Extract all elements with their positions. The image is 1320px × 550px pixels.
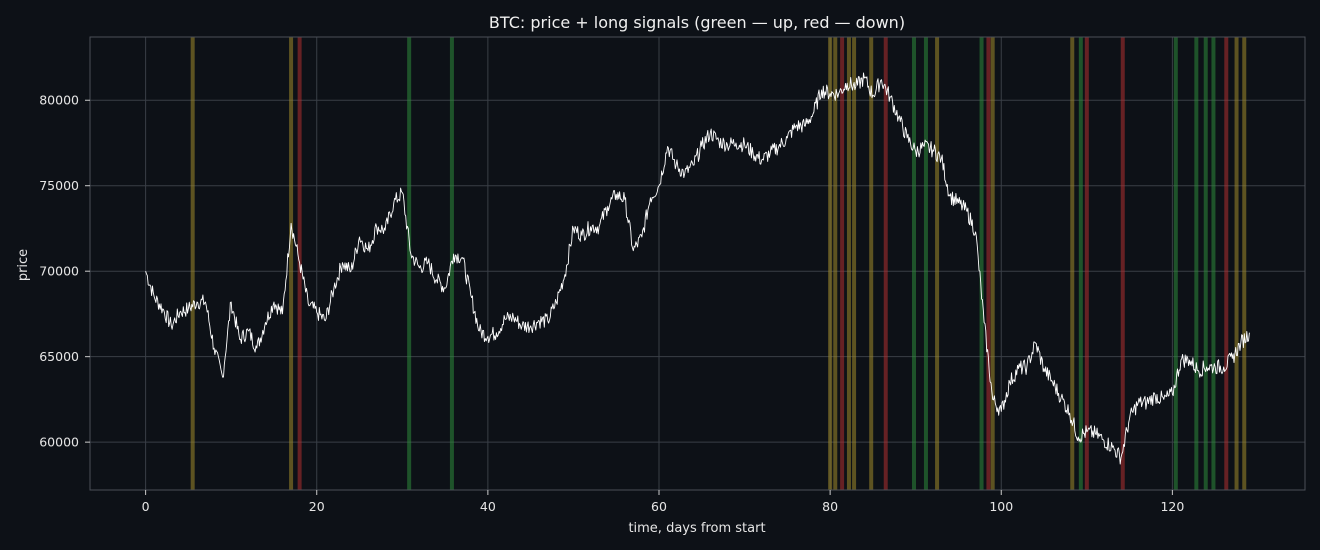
signal-band-mixed [852, 37, 857, 490]
signal-band-up [407, 37, 412, 490]
x-tick-label: 60 [651, 499, 667, 514]
signal-band-down [986, 37, 991, 490]
y-tick-label: 80000 [39, 93, 79, 108]
x-tick-label: 20 [309, 499, 325, 514]
signal-band-mixed [289, 37, 294, 490]
signal-band-up [449, 37, 454, 490]
x-tick-label: 40 [480, 499, 496, 514]
y-tick-label: 70000 [39, 264, 79, 279]
signal-band-down [1224, 37, 1229, 490]
chart-title: BTC: price + long signals (green — up, r… [489, 13, 905, 32]
x-tick-label: 100 [989, 499, 1013, 514]
signal-band-up [1078, 37, 1083, 490]
signal-band-mixed [935, 37, 940, 490]
price-line [145, 72, 1250, 465]
signal-band-up [911, 37, 916, 490]
y-tick-label: 65000 [39, 349, 79, 364]
signal-band-down [1084, 37, 1089, 490]
signal-band-mixed [869, 37, 874, 490]
signal-band-mixed [828, 37, 833, 490]
signal-band-mixed [1070, 37, 1075, 490]
x-tick-label: 0 [142, 499, 150, 514]
price-line-layer [145, 72, 1250, 465]
signal-band-up [923, 37, 928, 490]
x-tick-label: 80 [822, 499, 838, 514]
signal-band-mixed [833, 37, 838, 490]
signal-band-mixed [990, 37, 995, 490]
y-tick-label: 60000 [39, 435, 79, 450]
signal-band-mixed [1234, 37, 1239, 490]
signal-band-down [1120, 37, 1125, 490]
signal-band-up [1211, 37, 1216, 490]
signal-band-mixed [190, 37, 195, 490]
signal-band-up [1203, 37, 1208, 490]
plot-frame [89, 36, 1306, 491]
y-axis-label: price [16, 249, 31, 281]
signal-band-up [979, 37, 984, 490]
x-tick-label: 120 [1160, 499, 1184, 514]
x-axis-label: time, days from start [628, 521, 765, 536]
signal-bands [190, 37, 1247, 490]
signal-band-down [840, 37, 845, 490]
signal-band-down [883, 37, 888, 490]
signal-band-up [1194, 37, 1199, 490]
ticks: 0 20 40 60 80 100 120 60000 65000 70000 75000 80000 [39, 93, 1184, 514]
signal-band-mixed [846, 37, 851, 490]
signal-band-up [1173, 37, 1178, 490]
y-tick-label: 75000 [39, 178, 79, 193]
signal-band-mixed [1242, 37, 1247, 490]
